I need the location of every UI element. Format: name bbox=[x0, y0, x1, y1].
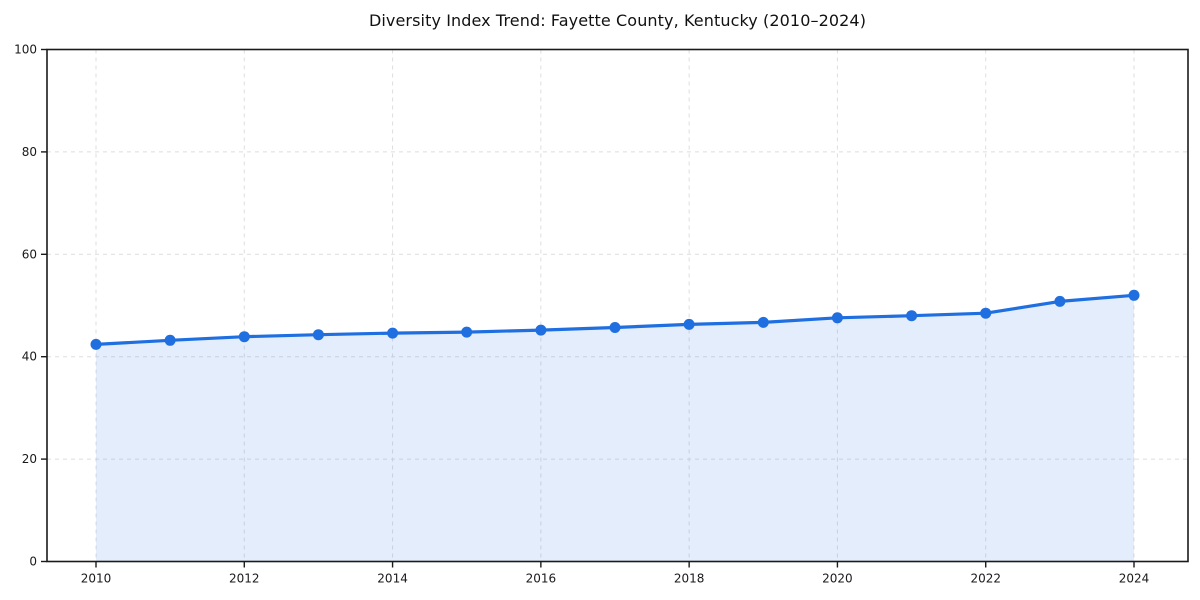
x-tick-label: 2012 bbox=[229, 572, 260, 586]
data-point bbox=[1054, 295, 1066, 307]
plot-border bbox=[46, 48, 1189, 563]
x-tick-label: 2014 bbox=[377, 572, 408, 586]
area-fill bbox=[96, 295, 1134, 562]
data-point bbox=[609, 322, 621, 333]
data-point bbox=[757, 316, 769, 328]
y-tick-label: 60 bbox=[22, 247, 37, 261]
y-tick-label: 80 bbox=[22, 145, 37, 159]
data-point bbox=[387, 327, 399, 339]
x-tick-label: 2022 bbox=[970, 572, 1001, 586]
data-point bbox=[831, 312, 843, 324]
y-tick-label: 100 bbox=[14, 43, 37, 57]
x-tick-label: 2024 bbox=[1119, 572, 1150, 586]
data-point bbox=[164, 334, 176, 346]
y-tick-label: 40 bbox=[22, 350, 37, 364]
y-tick-label: 20 bbox=[22, 452, 37, 466]
x-tick-label: 2016 bbox=[526, 572, 557, 586]
x-tick-label: 2010 bbox=[81, 572, 112, 586]
data-point bbox=[312, 329, 324, 341]
data-point bbox=[238, 331, 250, 343]
data-point bbox=[683, 318, 695, 330]
data-point bbox=[535, 324, 547, 336]
data-point bbox=[980, 307, 992, 319]
data-point bbox=[461, 326, 473, 338]
data-point bbox=[906, 310, 918, 322]
chart-title: Diversity Index Trend: Fayette County, K… bbox=[368, 11, 867, 30]
data-point bbox=[1128, 289, 1140, 301]
x-tick-label: 2020 bbox=[822, 572, 853, 586]
data-point bbox=[90, 338, 102, 350]
y-tick-label: 0 bbox=[29, 555, 37, 569]
x-tick-label: 2018 bbox=[674, 572, 705, 586]
